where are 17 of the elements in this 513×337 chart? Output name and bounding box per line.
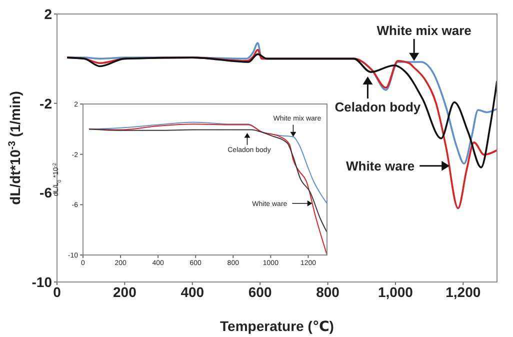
annotation: White ware [346, 158, 415, 174]
annotation: White mix ware [376, 22, 472, 38]
x-tick-label: 800 [316, 284, 340, 300]
x-axis-title: Temperature (℃) [220, 318, 334, 334]
y-tick-label: -6 [40, 184, 52, 201]
line-series [88, 128, 327, 233]
x-tick-label: 200 [113, 284, 137, 300]
x-tick-label: 600 [248, 284, 272, 300]
y-tick-label: -10 [32, 274, 52, 290]
annotation: Celadon body [334, 100, 422, 115]
y-tick-label: 2 [44, 6, 52, 22]
x-tick-label: 1,000 [378, 284, 414, 300]
x-tick-label: 1,200 [446, 284, 481, 300]
line-series [88, 124, 327, 255]
x-tick-label: 0 [53, 284, 62, 300]
x-tick-label: 400 [180, 284, 204, 300]
y-tick-label: -2 [40, 95, 52, 112]
